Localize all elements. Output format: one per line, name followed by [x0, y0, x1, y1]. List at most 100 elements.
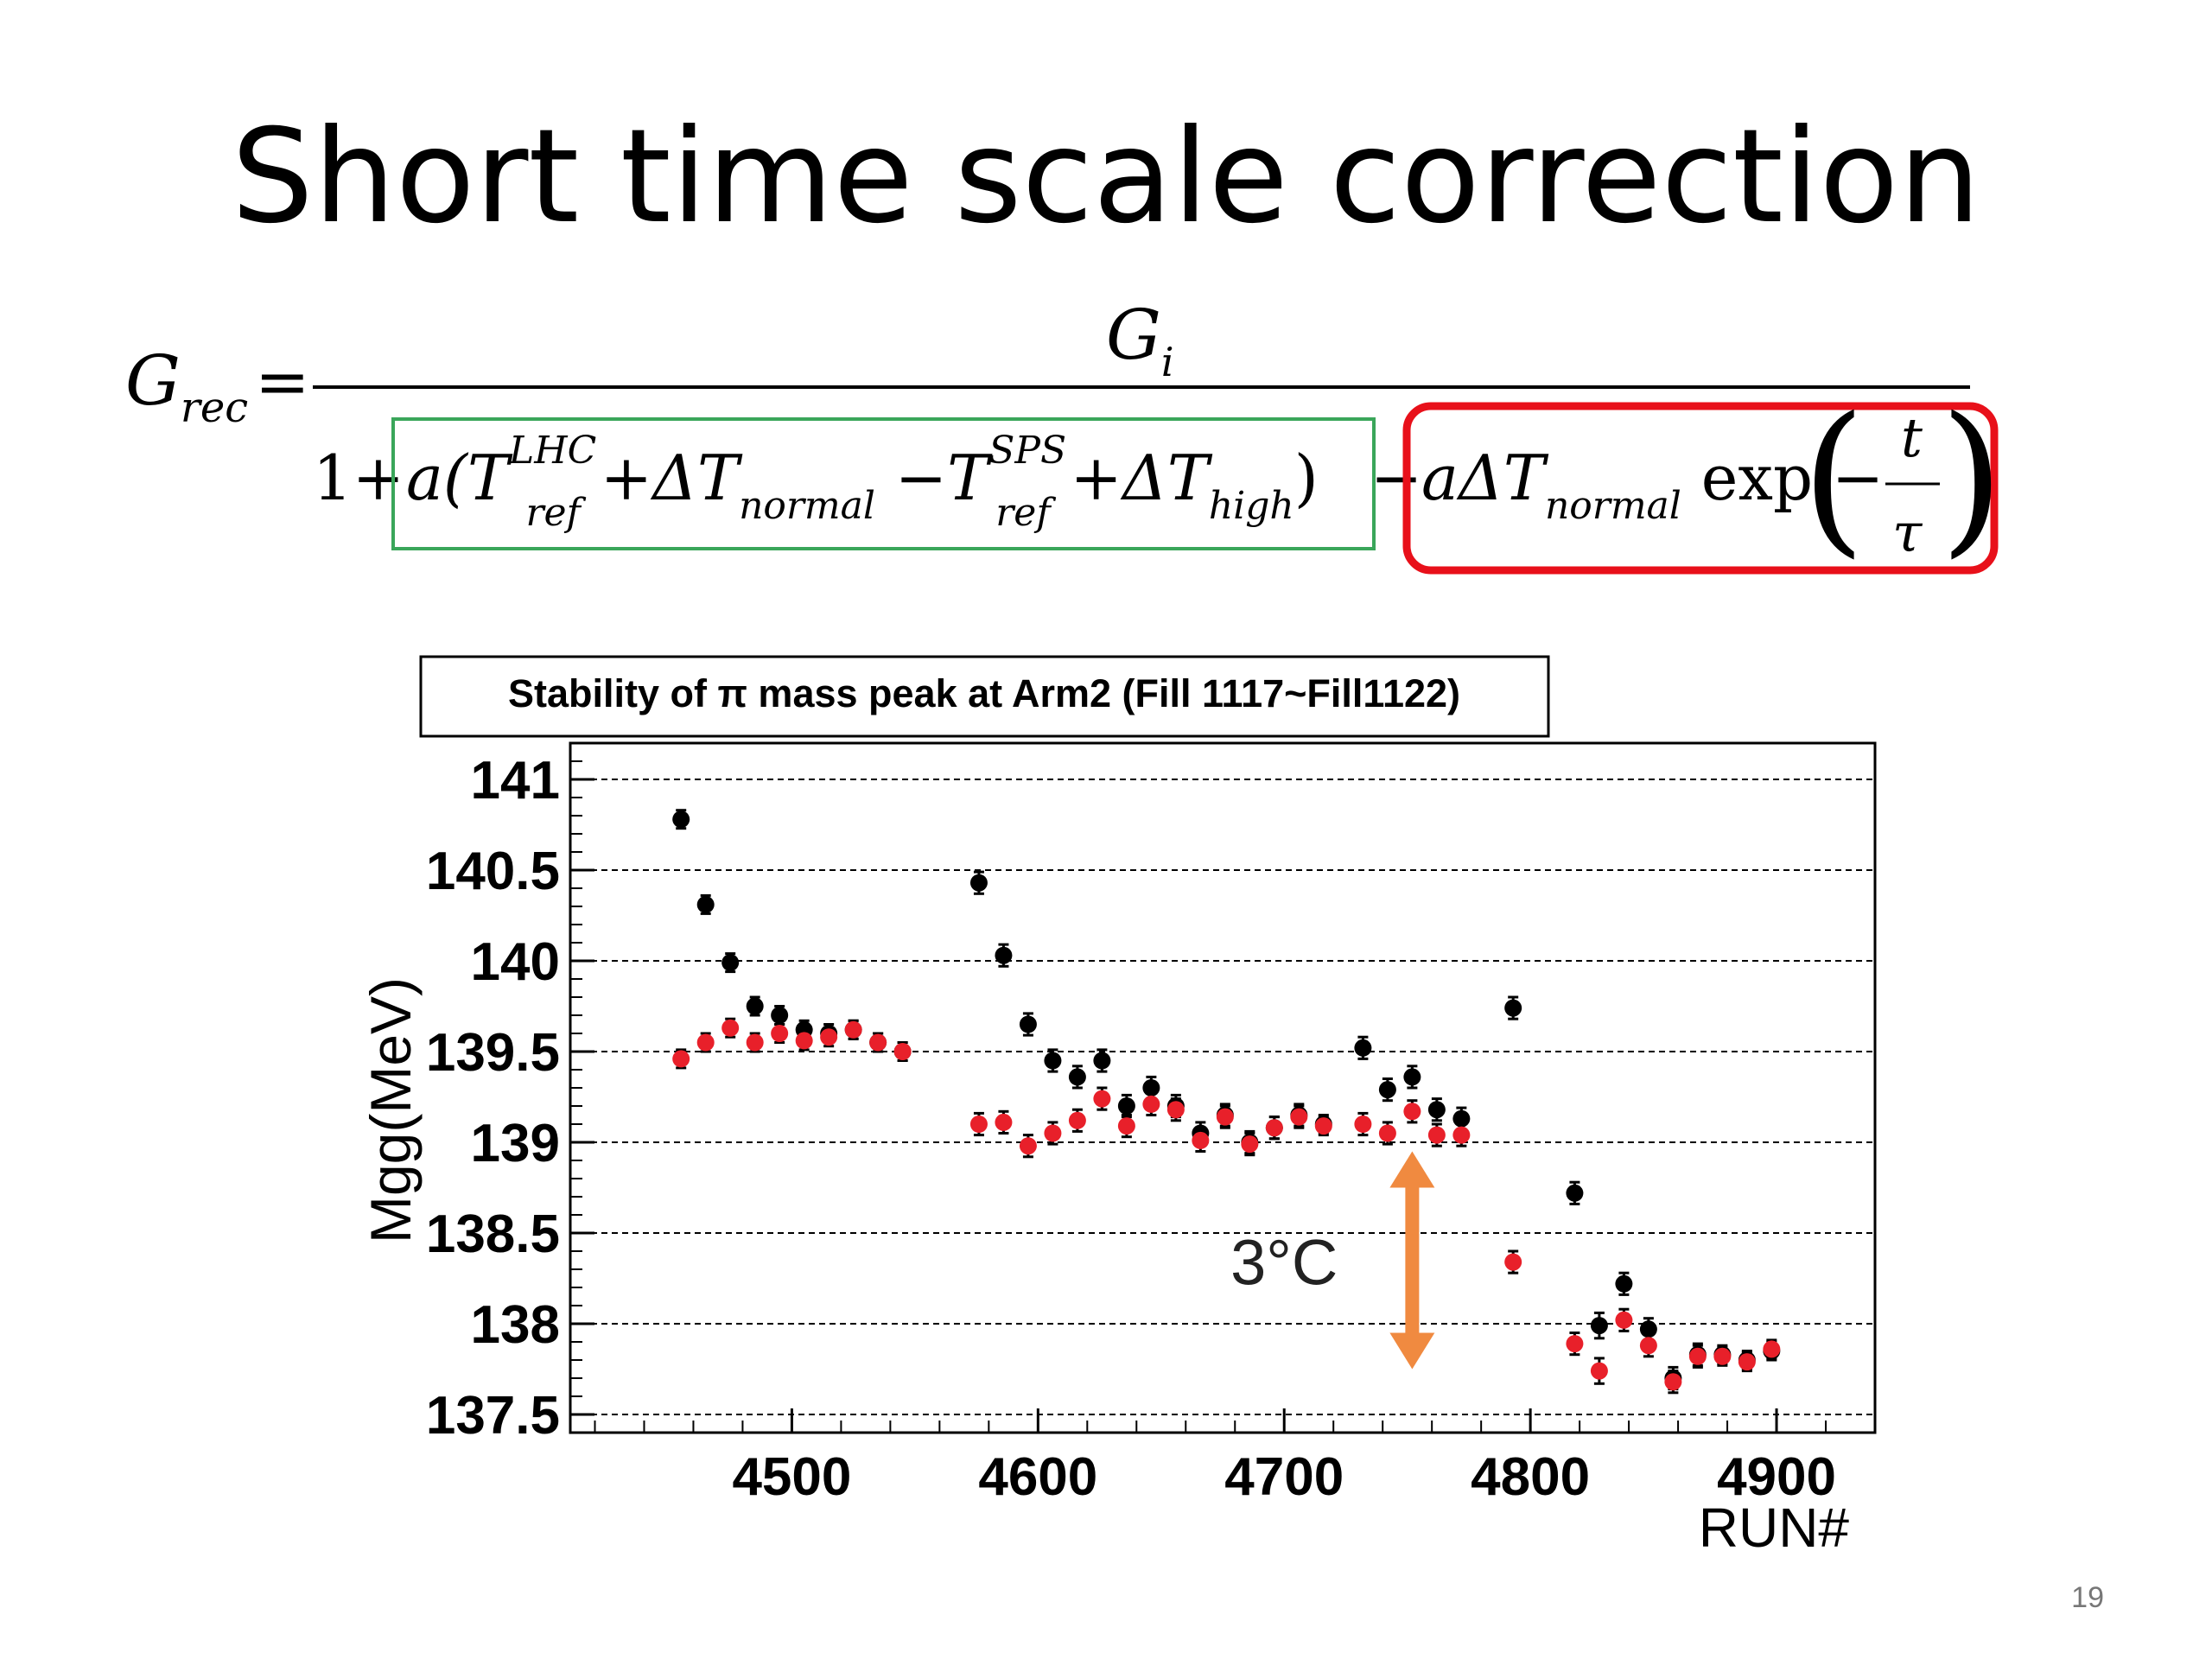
- arrow-head-down: [1389, 1332, 1435, 1370]
- black-point: [1566, 1184, 1584, 1202]
- formula-part-9: high: [1209, 484, 1294, 528]
- formula-part-5: −T: [875, 442, 993, 514]
- red-point: [1615, 1311, 1633, 1329]
- formula-part-4: normal: [739, 484, 875, 528]
- formula-numerator: Gi: [1106, 295, 1174, 385]
- black-point: [696, 895, 715, 913]
- red-point: [995, 1113, 1013, 1131]
- black-point: [672, 810, 690, 829]
- red-point: [893, 1043, 912, 1060]
- red-point: [1664, 1373, 1682, 1391]
- chart-title: Stability of π mass peak at Arm2 (Fill 1…: [508, 671, 1460, 715]
- formula-frac-num: t: [1901, 406, 1923, 469]
- red-point: [1068, 1111, 1086, 1129]
- red-point: [771, 1025, 789, 1042]
- red-point: [1314, 1117, 1332, 1135]
- formula-one-plus: 1+: [313, 442, 404, 514]
- formula-left-paren: (: [1802, 382, 1866, 573]
- formula-part-0: a(T: [406, 442, 513, 514]
- x-axis-label: RUN#: [1699, 1497, 1850, 1559]
- red-point: [1639, 1337, 1657, 1355]
- black-point: [746, 997, 764, 1015]
- red-point: [1566, 1335, 1584, 1353]
- red-point: [1713, 1347, 1732, 1365]
- red-point: [820, 1028, 838, 1046]
- formula-part-1: LHC: [508, 429, 596, 473]
- slide-title: Short time scale correction: [231, 102, 1981, 252]
- formula-part-2: ref: [525, 491, 586, 535]
- arrow-head-up: [1389, 1151, 1435, 1188]
- y-axis-label: Mgg(MeV): [359, 977, 423, 1243]
- black-point: [771, 1007, 789, 1024]
- black-point: [1615, 1274, 1633, 1293]
- slide-number: 19: [2071, 1581, 2104, 1614]
- red-point: [696, 1033, 715, 1052]
- black-point: [995, 946, 1013, 964]
- red-point: [672, 1050, 690, 1068]
- red-point: [1166, 1101, 1185, 1119]
- y-tick-label: 139: [471, 1114, 560, 1173]
- x-tick-label: 4700: [1224, 1447, 1344, 1507]
- red-point: [1763, 1340, 1781, 1358]
- black-point: [1403, 1068, 1421, 1086]
- black-point: [1378, 1081, 1396, 1099]
- x-tick-label: 4500: [732, 1447, 851, 1507]
- red-point: [1142, 1095, 1160, 1113]
- red-point: [969, 1116, 988, 1133]
- black-point: [721, 954, 740, 972]
- formula-part-10: ): [1294, 442, 1319, 514]
- black-point: [1093, 1052, 1111, 1070]
- red-point: [1504, 1253, 1522, 1271]
- red-point: [1290, 1108, 1308, 1126]
- formula-frac-den: τ: [1892, 501, 1923, 564]
- formula-lhs: Grec: [125, 340, 248, 432]
- y-tick-label: 138.5: [426, 1205, 560, 1264]
- formula-part-3: +ΔT: [581, 442, 743, 514]
- formula-green-box: [391, 417, 1376, 550]
- red-point: [844, 1020, 862, 1039]
- red-point: [795, 1032, 813, 1050]
- red-point: [1738, 1353, 1756, 1371]
- black-point: [1068, 1068, 1086, 1086]
- y-tick-label: 137.5: [426, 1386, 560, 1446]
- formula-exp-minus: −: [1832, 442, 1884, 514]
- correction-formula: Grec = Gi 1+ a(TLHC ref +ΔTnormal −TSPS re…: [125, 295, 2004, 575]
- x-tick-label: 4800: [1471, 1447, 1590, 1507]
- red-point: [746, 1033, 764, 1052]
- black-point: [1044, 1052, 1062, 1070]
- red-point: [1452, 1126, 1471, 1144]
- red-point: [1403, 1103, 1421, 1121]
- grid-lines: [570, 779, 1875, 1415]
- black-point: [1117, 1097, 1135, 1115]
- red-point: [1093, 1090, 1111, 1108]
- black-point: [1590, 1317, 1608, 1335]
- x-tick-label: 4600: [978, 1447, 1097, 1507]
- formula-red-term: aΔTnormal exp: [1421, 442, 1813, 528]
- x-axis: 4500 4600 4700 4800 4900: [594, 1408, 1876, 1507]
- y-tick-label: 138: [471, 1295, 560, 1355]
- formula-green-term: a(TLHC ref +ΔTnormal −TSPS ref +ΔThigh): [406, 429, 1319, 535]
- red-point: [1688, 1347, 1707, 1365]
- formula-part-0: aΔT: [1421, 442, 1549, 514]
- formula-part-1: normal: [1545, 484, 1681, 528]
- x-tick-label: 4900: [1717, 1447, 1836, 1507]
- formula-part-7: ref: [995, 491, 1056, 535]
- red-point: [1019, 1137, 1037, 1155]
- formula-red-box: [1402, 402, 1999, 575]
- red-point: [1354, 1116, 1372, 1133]
- y-tick-label: 140.5: [426, 842, 560, 901]
- red-point: [869, 1033, 887, 1052]
- formula-equals: =: [255, 343, 310, 420]
- formula-part-2: exp: [1681, 442, 1813, 514]
- formula-right-paren: ): [1940, 382, 2004, 573]
- formula-part-8: +ΔT: [1051, 442, 1213, 514]
- black-point: [969, 874, 988, 892]
- black-point: [1504, 999, 1522, 1017]
- annotation: 3°C: [1230, 1151, 1435, 1370]
- black-point: [1427, 1101, 1446, 1119]
- formula-minus: −: [1370, 442, 1422, 514]
- black-point: [1019, 1015, 1037, 1033]
- red-point: [1241, 1135, 1259, 1154]
- red-point: [1192, 1131, 1210, 1149]
- y-axis: 137.5 138 138.5 139 139.5 140 140.5 141: [426, 742, 594, 1446]
